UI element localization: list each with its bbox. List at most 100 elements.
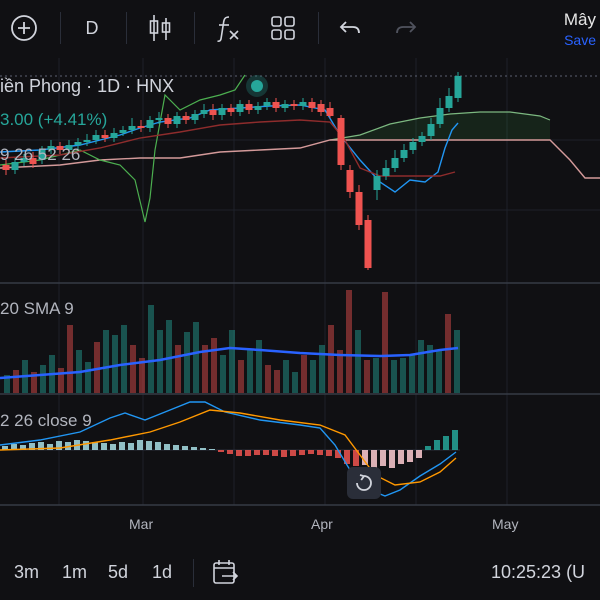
volume-bar xyxy=(373,358,379,393)
volume-bar xyxy=(382,292,388,393)
candle-body xyxy=(11,162,19,170)
reset-chart-button[interactable] xyxy=(347,467,381,499)
ichimoku-lagging-span xyxy=(0,74,246,223)
volume-bar xyxy=(319,345,325,393)
macd-histogram-bar xyxy=(29,443,35,450)
macd-histogram-bar xyxy=(236,450,242,456)
candle-body xyxy=(155,118,163,120)
ichimoku-legend[interactable]: 9 26 52 26 xyxy=(0,145,81,164)
volume-bar xyxy=(220,355,226,393)
macd-histogram-bar xyxy=(20,445,26,450)
macd-histogram-bar xyxy=(83,441,89,450)
range-1d-button[interactable]: 1d xyxy=(152,562,173,582)
candle-body xyxy=(20,158,28,162)
toolbar-divider xyxy=(194,12,195,44)
live-pulse-dot xyxy=(251,80,263,92)
macd-histogram-bar xyxy=(335,450,341,458)
macd-histogram-bar xyxy=(263,450,269,455)
volume-bar xyxy=(94,342,100,393)
calendar-goto-icon xyxy=(213,560,239,584)
undo-button[interactable] xyxy=(334,8,366,48)
chart-type-button[interactable] xyxy=(144,8,176,48)
volume-legend[interactable]: 20 SMA 9 xyxy=(0,299,74,318)
session-clock[interactable]: 10:25:23 (U xyxy=(491,562,586,582)
macd-histogram-bar xyxy=(182,446,188,450)
volume-bar xyxy=(256,340,262,393)
macd-histogram-bar xyxy=(308,450,314,454)
redo-button[interactable] xyxy=(390,8,422,48)
volume-bar xyxy=(229,330,235,393)
layout-button[interactable] xyxy=(266,8,300,48)
volume-bar xyxy=(427,345,433,393)
macd-histogram-bar xyxy=(155,442,161,450)
candle-body xyxy=(74,142,82,145)
macd-histogram-bar xyxy=(11,444,17,450)
candle-body xyxy=(101,135,109,138)
macd-histogram-bar xyxy=(353,450,359,466)
volume-bar xyxy=(409,355,415,393)
interval-button[interactable]: D xyxy=(85,17,99,38)
macd-histogram-bar xyxy=(101,443,107,450)
macd-histogram-bar xyxy=(362,450,368,465)
symbol-title[interactable]: iền Phong · 1D · HNX xyxy=(0,76,175,96)
volume-bar xyxy=(184,332,190,393)
layout-name[interactable]: Mây xyxy=(563,10,596,29)
candle-body xyxy=(254,106,262,110)
range-5d-button[interactable]: 5d xyxy=(108,562,129,582)
candle-body xyxy=(400,150,408,158)
range-1m-button[interactable]: 1m xyxy=(62,562,88,582)
candle-body xyxy=(182,116,190,120)
macd-histogram-bar xyxy=(200,448,206,450)
candle-body xyxy=(83,140,91,142)
macd-histogram-bar xyxy=(290,450,296,456)
volume-bar xyxy=(364,360,370,393)
chart-canvas[interactable] xyxy=(0,58,600,538)
volume-bar xyxy=(202,345,208,393)
candle-body xyxy=(119,130,127,133)
macd-histogram-bar xyxy=(299,450,305,455)
candle-body xyxy=(56,146,64,150)
volume-bar xyxy=(436,350,442,393)
x-axis-label: Apr xyxy=(311,516,333,532)
x-axis-label: Mar xyxy=(129,516,154,532)
macd-legend[interactable]: 2 26 close 9 xyxy=(0,411,92,430)
candle-body xyxy=(454,76,462,98)
candle-body xyxy=(326,108,334,116)
volume-bar xyxy=(193,322,199,393)
volume-bar xyxy=(310,360,316,393)
macd-histogram-bar xyxy=(92,442,98,450)
volume-bar xyxy=(274,370,280,393)
volume-bar xyxy=(238,360,244,393)
toolbar-divider xyxy=(318,12,319,44)
redo-icon xyxy=(396,21,417,34)
candle-body xyxy=(92,135,100,140)
price-change: 3.00 (+4.41%) xyxy=(0,110,108,129)
volume-bar xyxy=(175,345,181,393)
save-button[interactable]: Save xyxy=(564,32,596,48)
macd-histogram-bar xyxy=(65,442,71,450)
candle-body xyxy=(436,108,444,124)
candle-body xyxy=(409,142,417,150)
undo-icon xyxy=(339,21,360,34)
indicators-button[interactable] xyxy=(212,8,244,48)
candle-body xyxy=(29,158,37,164)
macd-histogram-bar xyxy=(254,450,260,455)
volume-bar xyxy=(67,325,73,393)
candle-body xyxy=(146,120,154,128)
goto-date-button[interactable] xyxy=(210,557,240,592)
ichimoku-base-line xyxy=(0,119,456,177)
candle-body xyxy=(445,96,453,108)
range-3m-button[interactable]: 3m xyxy=(14,562,40,582)
add-symbol-button[interactable] xyxy=(6,8,42,48)
macd-histogram-bar xyxy=(164,444,170,450)
plus-circle-icon xyxy=(11,15,37,41)
macd-histogram-bar xyxy=(344,450,350,464)
macd-histogram-bar xyxy=(191,447,197,450)
candle-body xyxy=(355,192,363,225)
volume-bar xyxy=(85,362,91,393)
save-layout-group[interactable]: Mây Save xyxy=(564,10,596,48)
candle-body xyxy=(200,110,208,114)
volume-bar xyxy=(157,330,163,393)
volume-bar xyxy=(166,320,172,393)
candle-body xyxy=(227,108,235,112)
